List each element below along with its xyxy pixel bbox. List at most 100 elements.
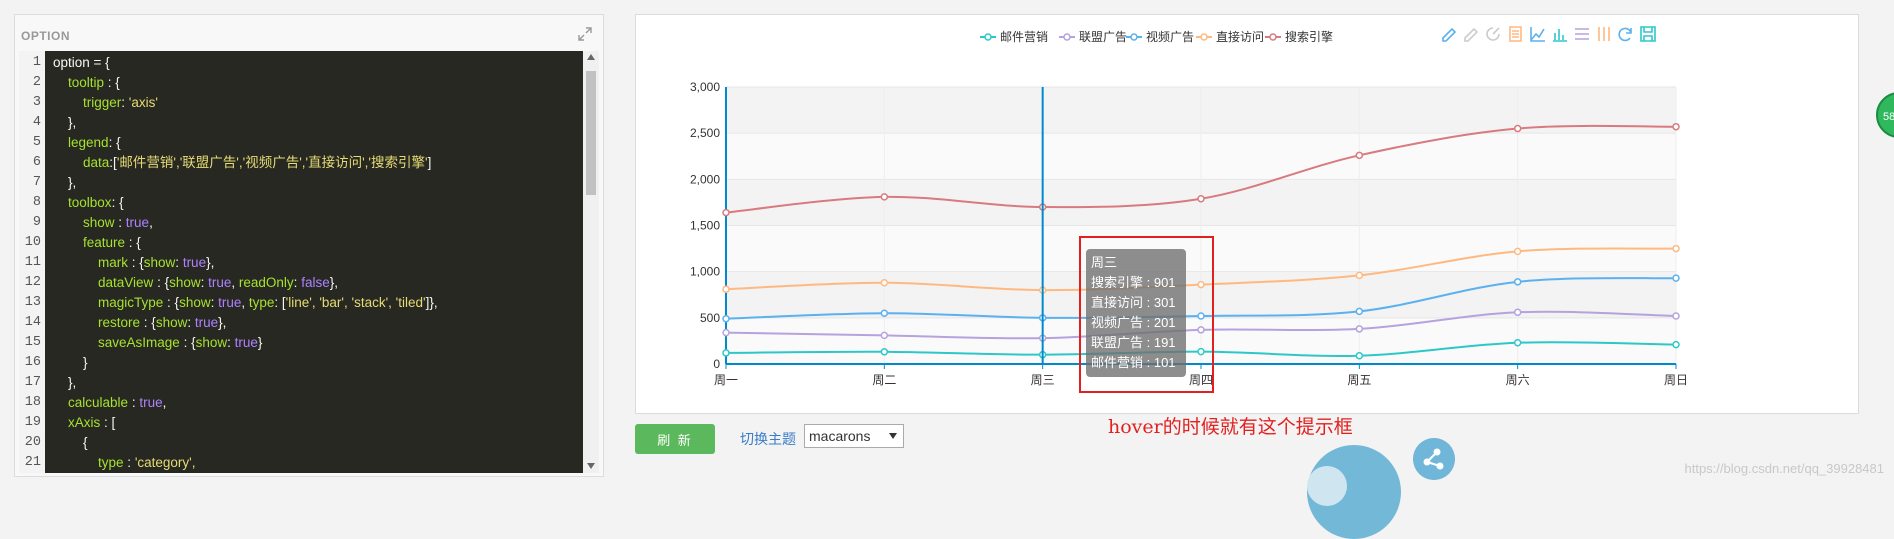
- legend-label[interactable]: 邮件营销: [1000, 30, 1048, 44]
- scroll-thumb[interactable]: [586, 71, 596, 195]
- mark-clear-icon[interactable]: [1486, 27, 1500, 41]
- data-point[interactable]: [880, 348, 889, 356]
- data-point[interactable]: [880, 309, 889, 317]
- code-line[interactable]: }: [53, 353, 88, 373]
- data-point[interactable]: [722, 315, 730, 323]
- code-token: readOnly: [238, 275, 294, 290]
- data-point[interactable]: [722, 285, 730, 293]
- code-line[interactable]: {: [53, 433, 88, 453]
- data-point[interactable]: [1355, 351, 1364, 360]
- data-view-icon[interactable]: [1509, 26, 1522, 42]
- data-point[interactable]: [1672, 340, 1680, 349]
- code-lines[interactable]: option = { tooltip : { trigger: 'axis' }…: [53, 51, 581, 473]
- code-line[interactable]: dataView : {show: true, readOnly: false}…: [53, 273, 338, 293]
- code-line[interactable]: option = {: [53, 53, 110, 73]
- data-point[interactable]: [1197, 280, 1205, 289]
- data-point[interactable]: [1513, 124, 1522, 133]
- data-point[interactable]: [1672, 244, 1680, 253]
- data-point[interactable]: [1355, 307, 1364, 316]
- code-token: : {: [179, 335, 196, 350]
- data-point[interactable]: [880, 193, 889, 201]
- line-chart[interactable]: 05001,0001,5002,0002,5003,000周一 周二 周三 周四 周五周…: [636, 15, 1860, 415]
- code-line[interactable]: calculable : true,: [53, 393, 166, 413]
- data-point[interactable]: [722, 328, 730, 337]
- code-token: 'line', 'bar', 'stack', 'tiled': [285, 295, 426, 310]
- code-token: : {: [125, 235, 141, 250]
- data-point[interactable]: [1355, 271, 1364, 280]
- code-line[interactable]: type : 'category',: [53, 453, 195, 473]
- legend-label[interactable]: 搜索引擎: [1285, 29, 1333, 44]
- code-line[interactable]: tooltip : {: [53, 73, 120, 93]
- code-line[interactable]: mark : {show: true},: [53, 253, 214, 273]
- line-number: 2: [32, 75, 41, 90]
- scroll-up-arrow-icon[interactable]: [587, 54, 595, 60]
- data-point[interactable]: [1513, 278, 1522, 286]
- line-number: 20: [24, 435, 41, 450]
- data-point[interactable]: [722, 208, 730, 217]
- code-editor[interactable]: 1 2 3 4 5 6 7 8 9 10 11 12 13 14 15 16 17 18 19 20 21 option…: [19, 51, 599, 473]
- code-line[interactable]: legend: {: [53, 133, 121, 153]
- legend-marker-icon[interactable]: [1200, 33, 1208, 41]
- tiled-icon[interactable]: [1598, 27, 1610, 41]
- code-line[interactable]: toolbox: {: [53, 193, 124, 213]
- y-tick-label: 1,000: [690, 265, 720, 279]
- data-point[interactable]: [1355, 325, 1364, 333]
- line-chart-icon[interactable]: [1530, 27, 1545, 42]
- data-point[interactable]: [880, 278, 889, 287]
- code-line[interactable]: saveAsImage : {show: true}: [53, 333, 262, 353]
- code-line[interactable]: restore : {show: true},: [53, 313, 226, 333]
- data-point[interactable]: [1513, 308, 1522, 317]
- legend-marker-icon[interactable]: [1063, 33, 1071, 41]
- code-line[interactable]: trigger: 'axis': [53, 93, 158, 113]
- code-line[interactable]: },: [53, 113, 76, 133]
- side-badge[interactable]: 58: [1876, 92, 1894, 138]
- code-token: :: [123, 455, 135, 470]
- legend-marker-icon[interactable]: [1269, 33, 1277, 41]
- legend-label[interactable]: 直接访问: [1216, 29, 1264, 44]
- save-image-icon[interactable]: [1640, 26, 1656, 42]
- legend-marker-icon[interactable]: [984, 33, 992, 41]
- data-point[interactable]: [1672, 122, 1680, 131]
- expand-icon[interactable]: [577, 26, 593, 42]
- code-line[interactable]: data:['邮件营销','联盟广告','视频广告','直接访问','搜索引擎'…: [53, 153, 431, 173]
- legend-label[interactable]: 联盟广告: [1079, 30, 1127, 44]
- code-token: [53, 415, 68, 430]
- data-point[interactable]: [722, 349, 730, 357]
- code-token: [53, 335, 98, 350]
- data-point[interactable]: [1197, 312, 1205, 320]
- data-point[interactable]: [1513, 339, 1522, 347]
- data-point[interactable]: [1197, 194, 1205, 203]
- code-token: xAxis: [68, 415, 101, 430]
- code-line[interactable]: },: [53, 373, 76, 393]
- code-line[interactable]: feature : {: [53, 233, 141, 253]
- theme-select[interactable]: macarons: [804, 424, 904, 448]
- stack-icon[interactable]: [1575, 28, 1589, 40]
- legend-marker-icon[interactable]: [1130, 33, 1138, 41]
- data-point[interactable]: [1672, 274, 1680, 282]
- refresh-button[interactable]: 刷 新: [635, 424, 715, 454]
- code-line[interactable]: show : true,: [53, 213, 153, 233]
- code-line[interactable]: magicType : {show: true, type: ['line', …: [53, 293, 438, 313]
- mark-pen-icon[interactable]: [1442, 27, 1457, 42]
- data-point[interactable]: [1672, 312, 1680, 320]
- code-token: :: [121, 95, 129, 110]
- restore-icon[interactable]: [1618, 27, 1632, 42]
- data-point[interactable]: [1355, 151, 1364, 160]
- bar-chart-icon[interactable]: [1553, 29, 1567, 42]
- editor-scrollbar[interactable]: [583, 51, 599, 473]
- code-line[interactable]: },: [53, 173, 76, 193]
- data-point[interactable]: [1513, 247, 1522, 256]
- switch-theme-link[interactable]: 切换主题: [740, 431, 796, 447]
- legend-label[interactable]: 视频广告: [1146, 29, 1194, 44]
- panel-title: OPTION: [21, 29, 71, 43]
- scroll-down-arrow-icon[interactable]: [587, 463, 595, 469]
- data-point[interactable]: [1197, 326, 1205, 334]
- share-icon[interactable]: [1413, 438, 1455, 480]
- y-tick-label: 2,000: [690, 172, 720, 186]
- code-token: {: [53, 435, 88, 450]
- data-point[interactable]: [880, 331, 889, 340]
- data-point[interactable]: [1197, 347, 1205, 356]
- code-line[interactable]: xAxis : [: [53, 413, 115, 433]
- mark-undo-icon[interactable]: [1464, 27, 1479, 42]
- code-token: [53, 215, 83, 230]
